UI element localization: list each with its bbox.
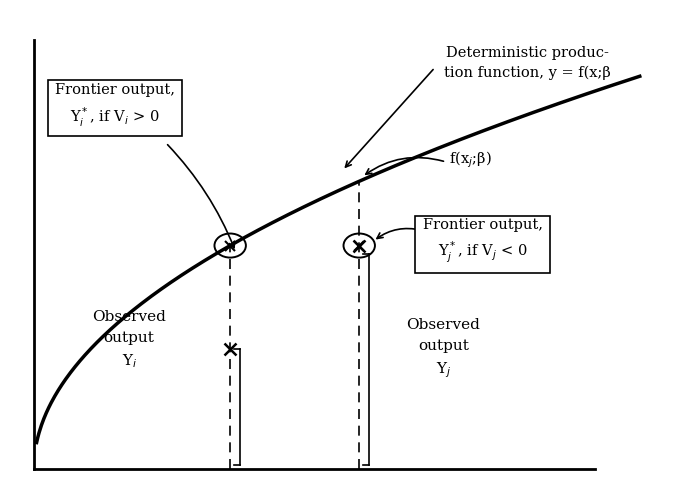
Text: Observed
output
Y$_i$: Observed output Y$_i$: [92, 310, 166, 370]
Text: Observed
output
Y$_j$: Observed output Y$_j$: [406, 318, 481, 380]
Text: f(x$_j$;β): f(x$_j$;β): [449, 150, 492, 170]
Text: Frontier output,
Y$_i^*$, if V$_i$ > 0: Frontier output, Y$_i^*$, if V$_i$ > 0: [55, 83, 175, 129]
Text: Frontier output,
Y$_j^*$, if V$_j$ < 0: Frontier output, Y$_j^*$, if V$_j$ < 0: [422, 218, 543, 265]
Text: Deterministic produc-
tion function, y = f(x;β: Deterministic produc- tion function, y =…: [444, 46, 611, 80]
